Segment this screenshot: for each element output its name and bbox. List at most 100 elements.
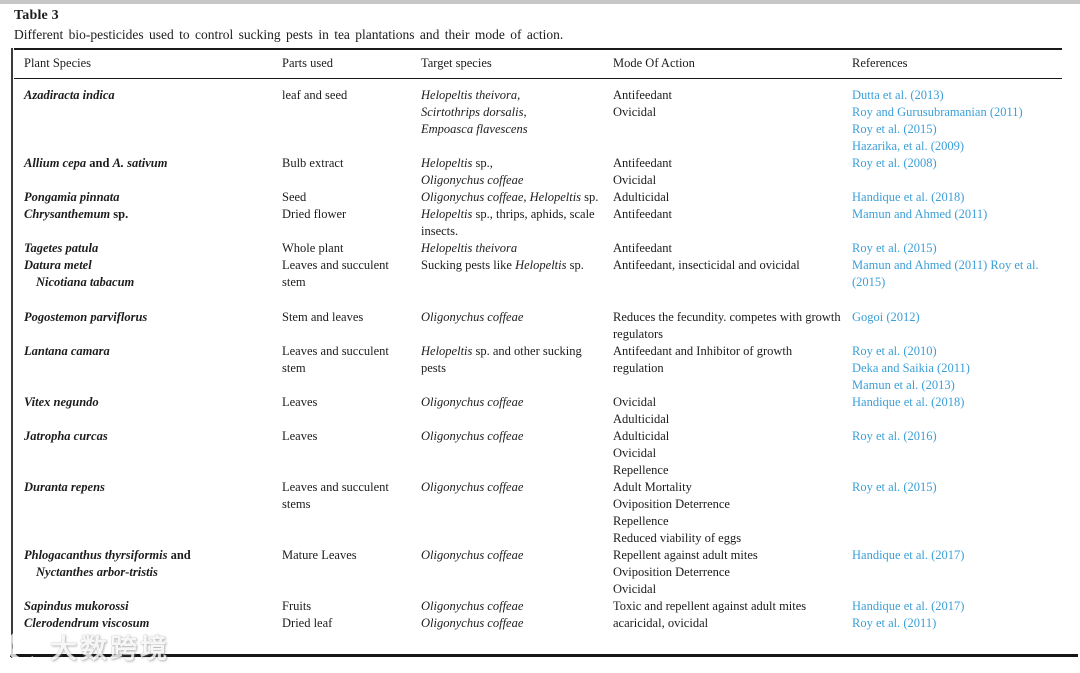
reference-line: Mamun et al. (2013) <box>852 377 1052 394</box>
cell-mode-of-action: Antifeedant and Inhibitor of growth regu… <box>613 343 852 394</box>
reference-link[interactable]: Handique et al. (2017) <box>852 599 965 613</box>
table-row: Azadiracta indica leaf and seed Helopeltis… <box>14 87 1062 155</box>
cell-references: Roy et al. (2016) <box>852 428 1062 479</box>
reference-line: Deka and Saikia (2011) <box>852 360 1052 377</box>
cell-line: Repellence <box>613 514 669 528</box>
cell-line: Oligonychus coffeae <box>421 599 524 613</box>
cell-parts-used: Leaves and succulent stem <box>282 343 421 394</box>
reference-link[interactable]: Roy et al. (2008) <box>852 156 937 170</box>
reference-link[interactable]: Handique et al. (2018) <box>852 190 965 204</box>
reference-link[interactable]: Mamun and Ahmed (2011) Roy et al. (2015) <box>852 258 1039 289</box>
cell-parts-used: Dried flower <box>282 206 421 240</box>
cell-line: Leaves and succulent stems <box>282 480 389 511</box>
table-number-title: Table 3 <box>14 8 59 23</box>
table-row: Lantana camara Leaves and succulent stem H… <box>14 343 1062 394</box>
reference-link[interactable]: Dutta et al. (2013) <box>852 88 944 102</box>
cell-parts-used: Leaves and succulent stem <box>282 257 421 291</box>
reference-line: Roy and Gurusubramanian (2011) <box>852 104 1052 121</box>
cell-references: Mamun and Ahmed (2011) Roy et al. (2015) <box>852 257 1062 291</box>
cell-line: Oligonychus coffeae <box>421 548 524 562</box>
cell-line: Whole plant <box>282 241 344 255</box>
cell-line: Repellent against adult mites <box>613 548 758 562</box>
cell-plant-species: Datura metel Nicotiana tabacum <box>14 257 282 291</box>
reference-link[interactable]: Roy et al. (2015) <box>852 241 937 255</box>
cell-plant-species: Tagetes patula <box>14 240 282 257</box>
cell-line: Antifeedant <box>613 241 673 255</box>
cell-plant-species: Phlogacanthus thyrsiformis and Nyctanthes… <box>14 547 282 598</box>
cell-line: Mature Leaves <box>282 548 357 562</box>
reference-line: Handique et al. (2018) <box>852 189 1052 206</box>
reference-link[interactable]: Handique et al. (2017) <box>852 548 965 562</box>
reference-line: Roy et al. (2010) <box>852 343 1052 360</box>
reference-line: Roy et al. (2011) <box>852 615 1052 632</box>
cell-line: Oviposition Deterrence <box>613 497 730 511</box>
cell-line: Vitex negundo <box>24 395 99 409</box>
cell-line: Nicotiana tabacum <box>36 275 135 289</box>
cell-line: Allium cepa and A. sativum <box>24 156 168 170</box>
cell-mode-of-action: Antifeedant, insecticidal and ovicidal <box>613 257 852 291</box>
cell-target-species: Oligonychus coffeae <box>421 598 613 615</box>
reference-link[interactable]: Gogoi (2012) <box>852 310 920 324</box>
reference-link[interactable]: Roy and Gurusubramanian (2011) <box>852 105 1023 119</box>
reference-line: Handique et al. (2017) <box>852 547 1052 564</box>
table-row: Phlogacanthus thyrsiformis and Nyctanthes… <box>14 547 1062 598</box>
reference-link[interactable]: Roy et al. (2016) <box>852 429 937 443</box>
cell-references: Roy et al. (2008) <box>852 155 1062 189</box>
table-row: Allium cepa and A. sativum Bulb extract He… <box>14 155 1062 189</box>
reference-line: Gogoi (2012) <box>852 309 1052 326</box>
cell-mode-of-action: Adult Mortality Oviposition Deterrence Rep… <box>613 479 852 547</box>
reference-link[interactable]: Deka and Saikia (2011) <box>852 361 970 375</box>
reference-line: Handique et al. (2018) <box>852 394 1052 411</box>
cell-line: Chrysanthemum sp. <box>24 207 129 221</box>
cell-line: Adulticidal <box>613 412 670 426</box>
cell-line: Leaves <box>282 395 318 409</box>
cell-target-species: Oligonychus coffeae <box>421 309 613 343</box>
reference-line: Roy et al. (2015) <box>852 121 1052 138</box>
table-row: Sapindus mukorossi Fruits Oligonychus coff… <box>14 598 1062 615</box>
cell-line: Duranta repens <box>24 480 105 494</box>
reference-link[interactable]: Mamun et al. (2013) <box>852 378 955 392</box>
reference-link[interactable]: Roy et al. (2015) <box>852 122 937 136</box>
cell-line: Antifeedant <box>613 207 673 221</box>
table-row: Tagetes patula Whole plant Helopeltis thei… <box>14 240 1062 257</box>
cell-parts-used: Stem and leaves <box>282 309 421 343</box>
cell-line: Dried flower <box>282 207 347 221</box>
cell-references: Handique et al. (2017) <box>852 598 1062 615</box>
cell-line: Toxic and repellent against adult mites <box>613 599 807 613</box>
cell-line: Ovicidal <box>613 395 657 409</box>
cell-target-species: Helopeltis theivora, Scirtothrips dorsali… <box>421 87 613 155</box>
cell-line: Tagetes patula <box>24 241 99 255</box>
cell-references: Mamun and Ahmed (2011) <box>852 206 1062 240</box>
cell-references: Handique et al. (2017) <box>852 547 1062 598</box>
cell-line: Pogostemon parviflorus <box>24 310 148 324</box>
table-row: Duranta repens Leaves and succulent stems… <box>14 479 1062 547</box>
cell-plant-species: Pogostemon parviflorus <box>14 309 282 343</box>
cell-line: Leaves and succulent stem <box>282 344 389 375</box>
cell-line: Ovicidal <box>613 105 657 119</box>
reference-link[interactable]: Mamun and Ahmed (2011) <box>852 207 988 221</box>
col-header-target-species: Target species <box>421 56 492 70</box>
cell-line: Fruits <box>282 599 312 613</box>
col-header-mode-of-action: Mode Of Action <box>613 56 695 70</box>
reference-link[interactable]: Roy et al. (2011) <box>852 616 937 630</box>
cell-line: Bulb extract <box>282 156 344 170</box>
reference-link[interactable]: Hazarika, et al. (2009) <box>852 139 965 153</box>
reference-link[interactable]: Handique et al. (2018) <box>852 395 965 409</box>
cell-line: Scirtothrips dorsalis, <box>421 105 527 119</box>
cell-target-species: Helopeltis sp. and other sucking pests <box>421 343 613 394</box>
cell-target-species: Oligonychus coffeae <box>421 479 613 547</box>
reference-line: Handique et al. (2017) <box>852 598 1052 615</box>
cell-line: Oligonychus coffeae, Helopeltis sp. <box>421 190 599 204</box>
cell-line: Helopeltis sp., <box>421 156 493 170</box>
cell-plant-species: Duranta repens <box>14 479 282 547</box>
cell-line: Oligonychus coffeae <box>421 429 524 443</box>
reference-link[interactable]: Roy et al. (2015) <box>852 480 937 494</box>
cell-references: Roy et al. (2015) <box>852 240 1062 257</box>
reference-line: Roy et al. (2015) <box>852 240 1052 257</box>
reference-link[interactable]: Roy et al. (2010) <box>852 344 937 358</box>
cell-parts-used: Leaves and succulent stems <box>282 479 421 547</box>
cell-target-species: Oligonychus coffeae <box>421 428 613 479</box>
cell-line: Oligonychus coffeae <box>421 173 524 187</box>
cell-parts-used: Leaves <box>282 428 421 479</box>
cell-line: Empoasca flavescens <box>421 122 528 136</box>
